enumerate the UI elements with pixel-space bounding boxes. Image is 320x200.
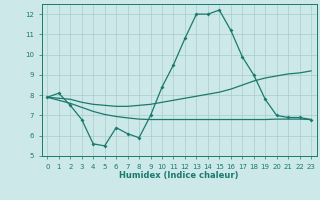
X-axis label: Humidex (Indice chaleur): Humidex (Indice chaleur) [119, 171, 239, 180]
